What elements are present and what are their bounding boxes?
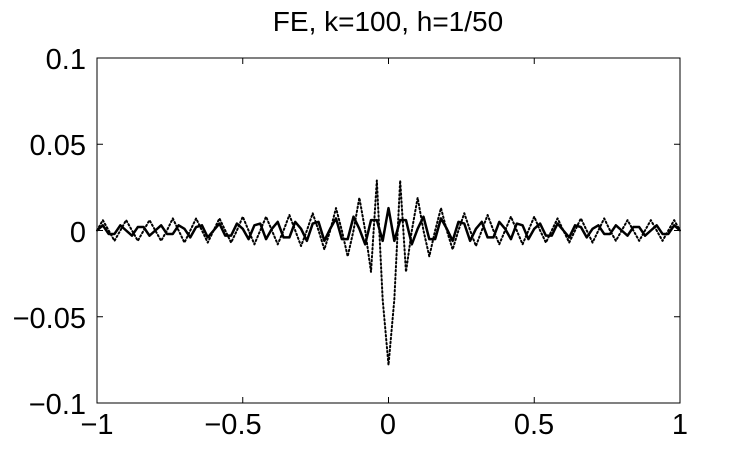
x-tick-label: 1 bbox=[672, 409, 688, 441]
series-layer bbox=[96, 179, 681, 367]
series-line-dotted bbox=[96, 179, 681, 367]
y-tick-label: −0.1 bbox=[29, 389, 86, 421]
y-tick-label: 0.1 bbox=[46, 44, 86, 76]
y-tick-label: 0 bbox=[70, 217, 86, 249]
plot-frame bbox=[96, 57, 681, 404]
x-tick-label: 0.5 bbox=[514, 409, 554, 441]
y-tick-label: −0.05 bbox=[13, 303, 86, 335]
x-tick-labels: −1 −0.5 0 0.5 1 bbox=[80, 409, 688, 441]
x-tick-label: −1 bbox=[80, 409, 113, 441]
x-tick-label: −0.5 bbox=[204, 409, 261, 441]
y-tick-label: 0.05 bbox=[30, 130, 86, 162]
chart-title: FE, k=100, h=1/50 bbox=[273, 6, 503, 37]
series-line-solid bbox=[96, 206, 681, 246]
y-tick-labels: 0.1 0.05 0 −0.05 −0.1 bbox=[13, 44, 86, 421]
x-tick-label: 0 bbox=[380, 409, 396, 441]
